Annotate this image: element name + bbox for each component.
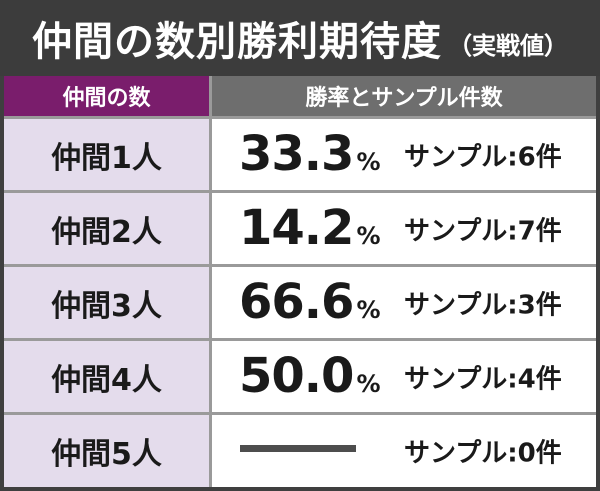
percent-sign: % — [356, 221, 381, 250]
percent-sign: % — [356, 295, 381, 324]
sample-count-1: サンプル:6件 — [404, 142, 562, 172]
win-rate-4: 50.0% — [239, 347, 380, 403]
row-value-1: 33.3% サンプル:6件 — [212, 119, 596, 190]
sample-count-3: サンプル:3件 — [404, 290, 562, 320]
sample-count-5: サンプル:0件 — [404, 438, 562, 469]
header-rate: 勝率とサンプル件数 — [212, 76, 596, 116]
no-data-dash — [240, 445, 356, 452]
sample-count-2: サンプル:7件 — [404, 216, 562, 246]
win-rate-number: 66.6 — [239, 273, 354, 330]
sample-count-4: サンプル:4件 — [404, 364, 562, 394]
win-rate-table: 仲間の数 勝率とサンプル件数 仲間1人 33.3% サンプル:6件 仲間2人 1… — [4, 76, 596, 487]
row-label-2: 仲間2人 — [4, 193, 209, 264]
header-members: 仲間の数 — [4, 76, 209, 116]
row-label-1: 仲間1人 — [4, 119, 209, 190]
row-label-3: 仲間3人 — [4, 267, 209, 338]
title-sub: （実戦値） — [448, 31, 568, 60]
win-rate-number: 14.2 — [239, 199, 354, 256]
row-value-5: サンプル:0件 — [212, 415, 596, 487]
page-title: 仲間の数別勝利期待度 （実戦値） — [0, 0, 600, 76]
win-rate-number: 50.0 — [239, 347, 354, 404]
win-rate-2: 14.2% — [239, 199, 380, 255]
percent-sign: % — [356, 147, 381, 176]
row-value-3: 66.6% サンプル:3件 — [212, 267, 596, 338]
title-main: 仲間の数別勝利期待度 — [32, 19, 442, 65]
row-label-5: 仲間5人 — [4, 415, 209, 487]
row-value-2: 14.2% サンプル:7件 — [212, 193, 596, 264]
win-rate-1: 33.3% — [239, 125, 380, 181]
win-rate-3: 66.6% — [239, 273, 380, 329]
win-rate-number: 33.3 — [239, 125, 354, 182]
percent-sign: % — [356, 369, 381, 398]
row-label-4: 仲間4人 — [4, 341, 209, 412]
row-value-4: 50.0% サンプル:4件 — [212, 341, 596, 412]
